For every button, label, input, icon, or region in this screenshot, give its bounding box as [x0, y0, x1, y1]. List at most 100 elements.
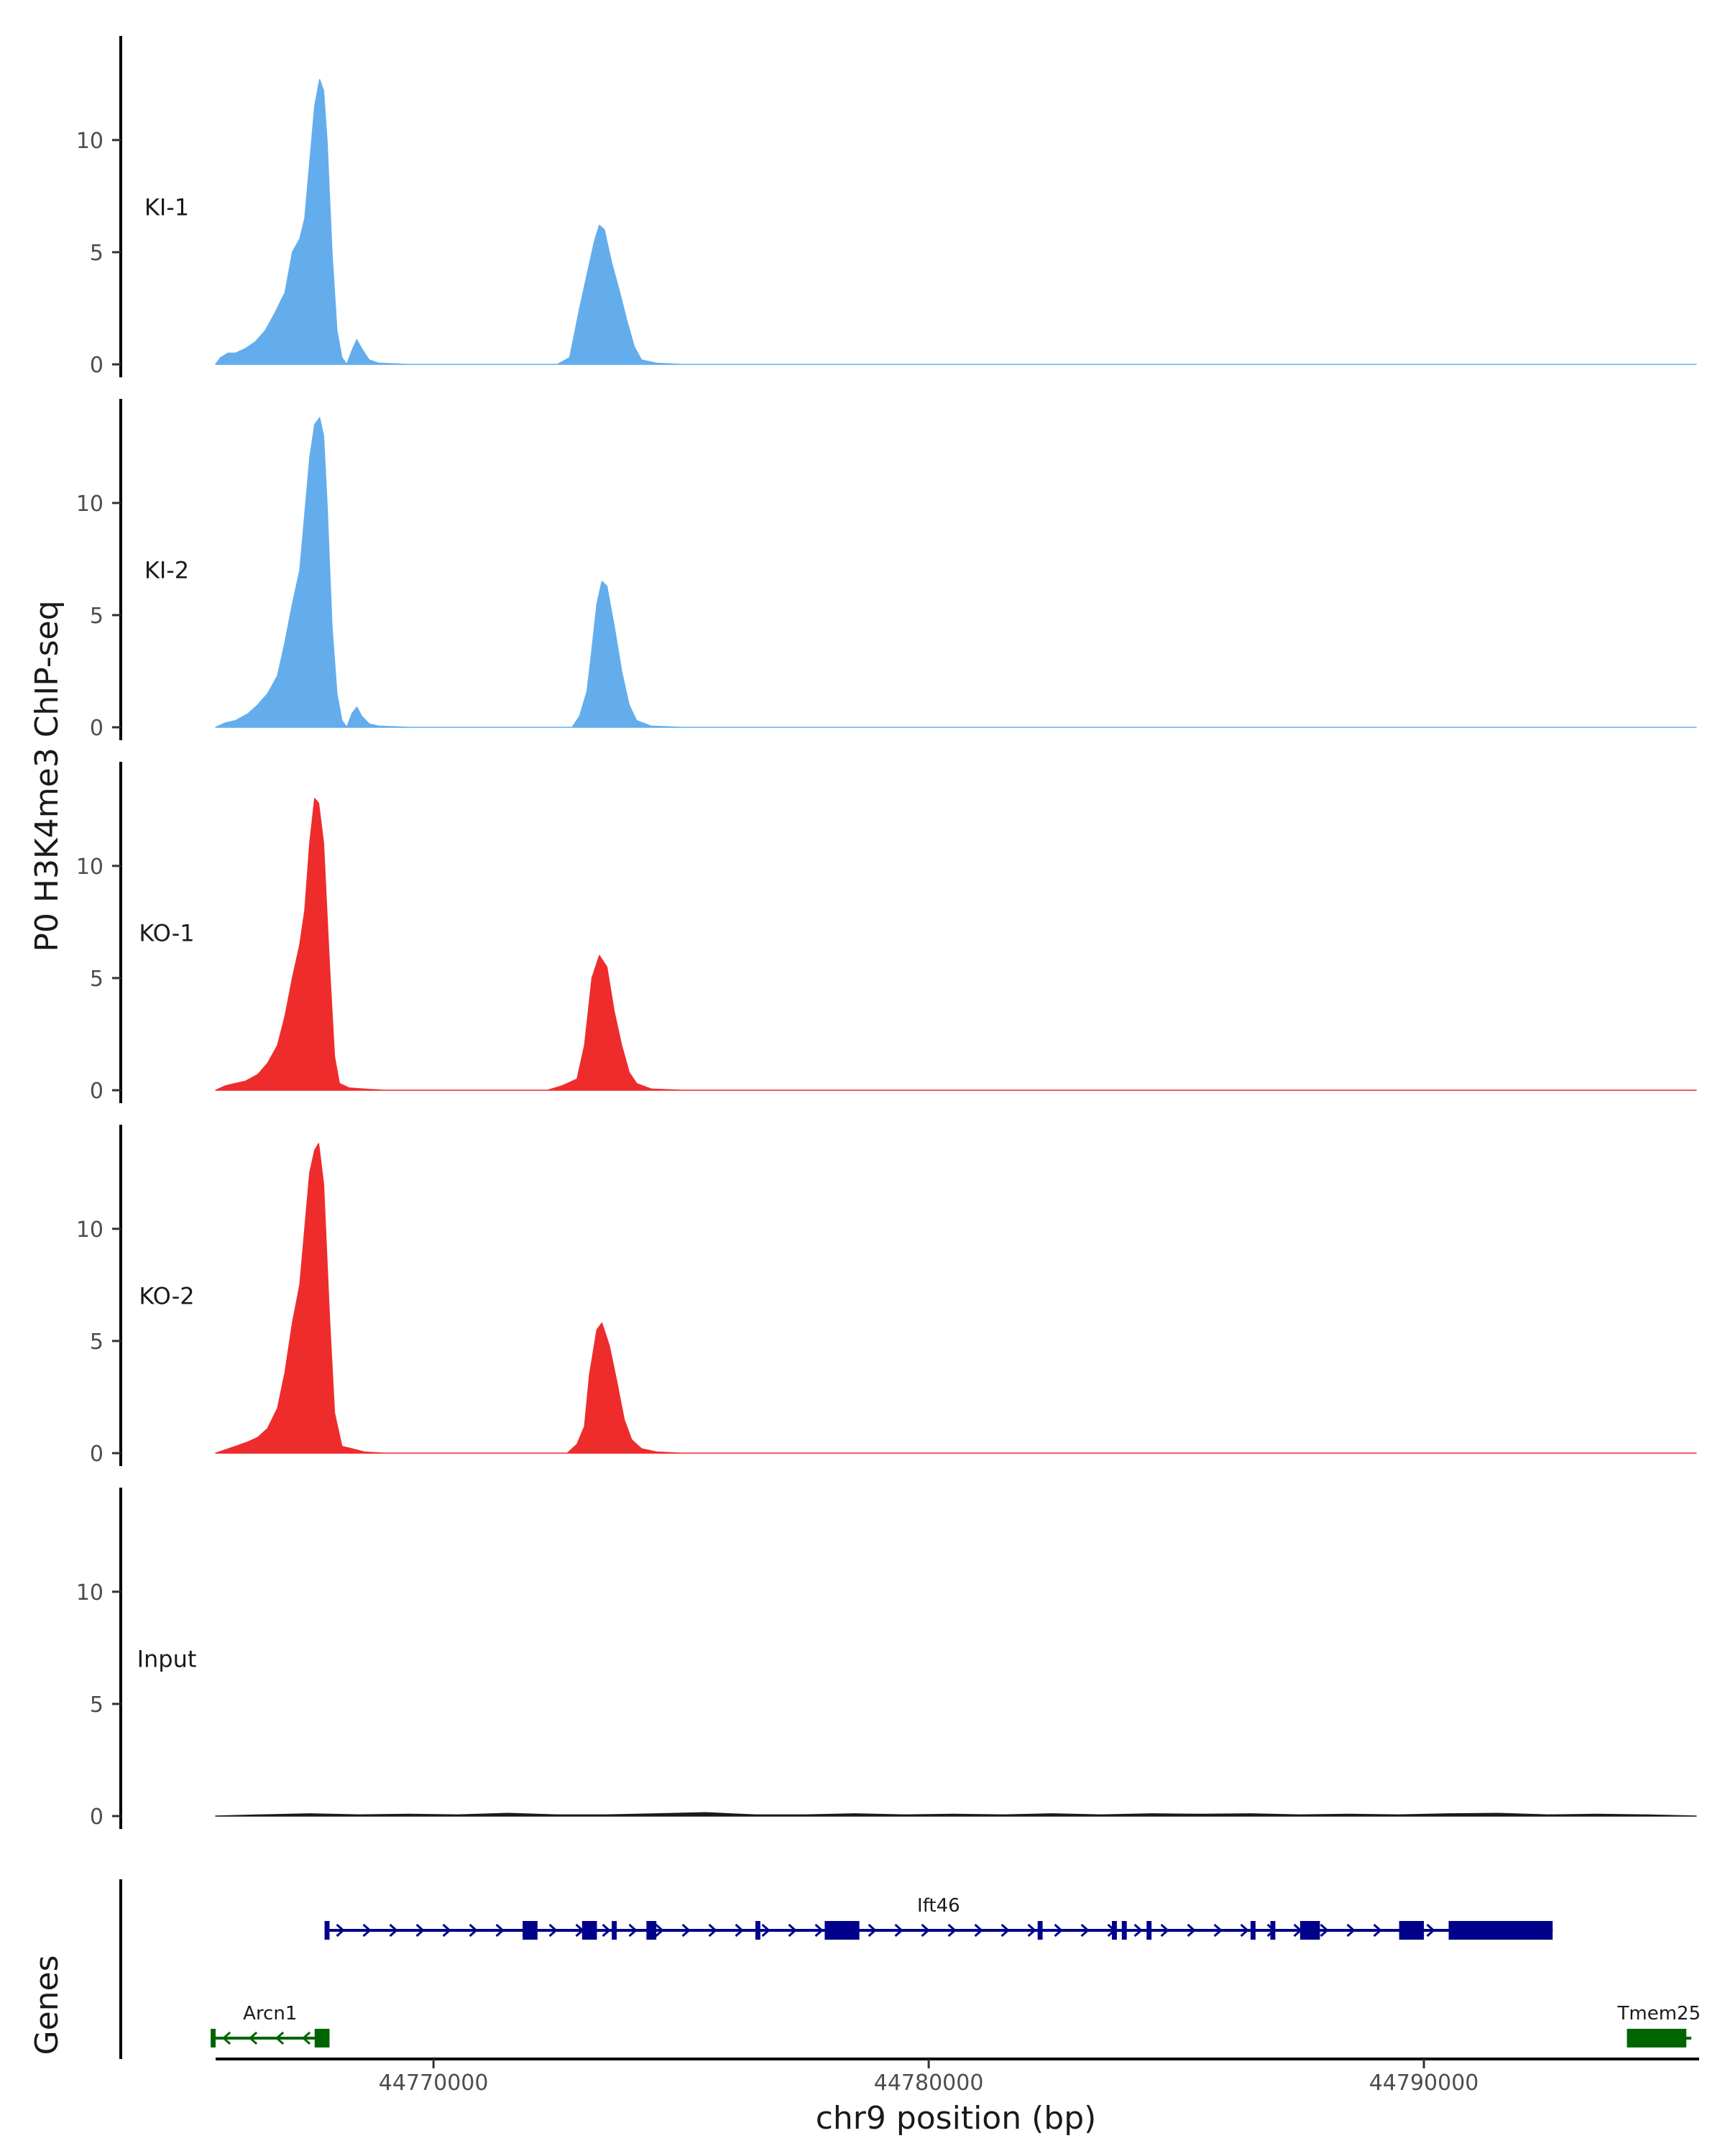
track-panel-input: 0 5 10 Input	[76, 1488, 1697, 1830]
x-tick-label: 44770000	[379, 2070, 489, 2096]
strand-arrow	[1080, 1923, 1090, 1938]
y-tick-label: 0	[90, 1805, 104, 1830]
signal-panels: 0 5 10 KI-1 0 5 10 KI-2 0 5 10 KO-1 0 5 10 KO-2 0 5 10 Inpu…	[76, 36, 1697, 1830]
strand-arrow	[1373, 1923, 1382, 1938]
strand-arrow	[301, 2031, 311, 2045]
strand-arrow	[1160, 1923, 1169, 1938]
strand-arrow	[389, 1923, 398, 1938]
gene-exon	[523, 1921, 538, 1940]
gene-exon	[211, 2029, 216, 2047]
track-panel-ko-2: 0 5 10 KO-2	[76, 1125, 1697, 1467]
genes-axis-title: Genes	[29, 1955, 65, 2055]
signal-area-ko-2	[215, 1143, 1697, 1454]
x-tick-label: 44790000	[1369, 2070, 1479, 2096]
strand-arrow	[921, 1923, 930, 1938]
gene-arcn1: Arcn1	[211, 2003, 330, 2047]
strand-arrow	[469, 1923, 478, 1938]
x-axis: 44770000 44780000 44790000	[216, 2058, 1699, 2096]
signal-area-ki-2	[215, 417, 1697, 728]
strand-arrow	[275, 2031, 285, 2045]
strand-arrow	[1027, 1923, 1036, 1938]
strand-arrow	[415, 1923, 425, 1938]
strand-arrow	[336, 1923, 345, 1938]
y-tick-label: 0	[90, 716, 104, 741]
gene-exon	[324, 1921, 330, 1940]
x-axis-title: chr9 position (bp)	[816, 2100, 1097, 2137]
strand-arrow	[495, 1923, 505, 1938]
x-tick-label: 44780000	[874, 2070, 984, 2096]
strand-arrow	[681, 1923, 691, 1938]
gene-exon	[1037, 1921, 1043, 1940]
y-tick-label: 10	[76, 492, 104, 517]
gene-exon	[1448, 1921, 1553, 1940]
gene-ift46: Ift46	[324, 1895, 1553, 1940]
signal-area-ko-1	[215, 798, 1697, 1091]
strand-arrow	[974, 1923, 983, 1938]
strand-arrow	[1133, 1923, 1143, 1938]
strand-arrow	[628, 1923, 638, 1938]
strand-arrow	[761, 1923, 770, 1938]
gene-exon	[1300, 1921, 1320, 1940]
gene-exon	[1250, 1921, 1256, 1940]
gene-exon	[581, 1921, 597, 1940]
strand-arrow	[221, 2031, 231, 2045]
y-tick-label: 0	[90, 1442, 104, 1467]
y-tick-label: 0	[90, 1079, 104, 1104]
y-tick-label: 10	[76, 1217, 104, 1243]
gene-label: Arcn1	[243, 2003, 297, 2024]
track-label: KO-1	[139, 920, 194, 947]
strand-arrow	[1346, 1923, 1356, 1938]
gene-label: Tmem25	[1617, 2003, 1701, 2024]
y-tick-label: 10	[76, 854, 104, 880]
strand-arrow	[655, 1923, 664, 1938]
track-label: KI-1	[144, 194, 189, 221]
strand-arrow	[602, 1923, 611, 1938]
gene-exon	[1627, 2029, 1687, 2047]
y-tick-label: 10	[76, 1580, 104, 1606]
y-tick-label: 5	[90, 967, 104, 992]
gene-exon	[1146, 1921, 1152, 1940]
strand-arrow	[1426, 1923, 1435, 1938]
gene-exon	[612, 1921, 617, 1940]
signal-area-input	[215, 1812, 1697, 1817]
signal-area-ki-1	[215, 78, 1697, 365]
gene-label: Ift46	[917, 1895, 960, 1917]
strand-arrow	[708, 1923, 717, 1938]
track-label: KI-2	[144, 557, 189, 584]
y-tick-label: 5	[90, 1330, 104, 1355]
strand-arrow	[248, 2031, 258, 2045]
gene-exon	[1399, 1921, 1425, 1940]
y-tick-label: 10	[76, 129, 104, 154]
track-label: Input	[137, 1646, 197, 1673]
y-tick-label: 5	[90, 1692, 104, 1718]
gene-exon	[646, 1921, 657, 1940]
gene-tmem25: Tmem25	[1617, 2003, 1701, 2047]
strand-arrow	[868, 1923, 877, 1938]
strand-arrow	[735, 1923, 744, 1938]
strand-arrow	[1240, 1923, 1249, 1938]
y-axis-title: P0 H3K4me3 ChIP-seq	[29, 600, 65, 952]
track-label: KO-2	[139, 1283, 194, 1310]
y-tick-label: 5	[90, 241, 104, 266]
strand-arrow	[1187, 1923, 1196, 1938]
track-panel-ko-1: 0 5 10 KO-1	[76, 762, 1697, 1104]
gene-exon	[1270, 1921, 1276, 1940]
strand-arrow	[788, 1923, 797, 1938]
gene-exon	[755, 1921, 760, 1940]
strand-arrow	[1054, 1923, 1063, 1938]
strand-arrow	[548, 1923, 558, 1938]
strand-arrow	[1320, 1923, 1329, 1938]
strand-arrow	[894, 1923, 903, 1938]
strand-arrow	[442, 1923, 451, 1938]
gene-exon	[824, 1921, 860, 1940]
strand-arrow	[814, 1923, 824, 1938]
strand-arrow	[362, 1923, 372, 1938]
y-tick-label: 0	[90, 353, 104, 378]
gene-exon	[1112, 1921, 1117, 1940]
track-panel-ki-1: 0 5 10 KI-1	[76, 36, 1697, 378]
y-tick-label: 5	[90, 604, 104, 629]
gene-exon	[314, 2029, 330, 2047]
genes-panel: Ift46 Arcn1 Tmem25	[119, 1879, 1701, 2059]
strand-arrow	[1000, 1923, 1010, 1938]
gene-exon	[1121, 1921, 1127, 1940]
